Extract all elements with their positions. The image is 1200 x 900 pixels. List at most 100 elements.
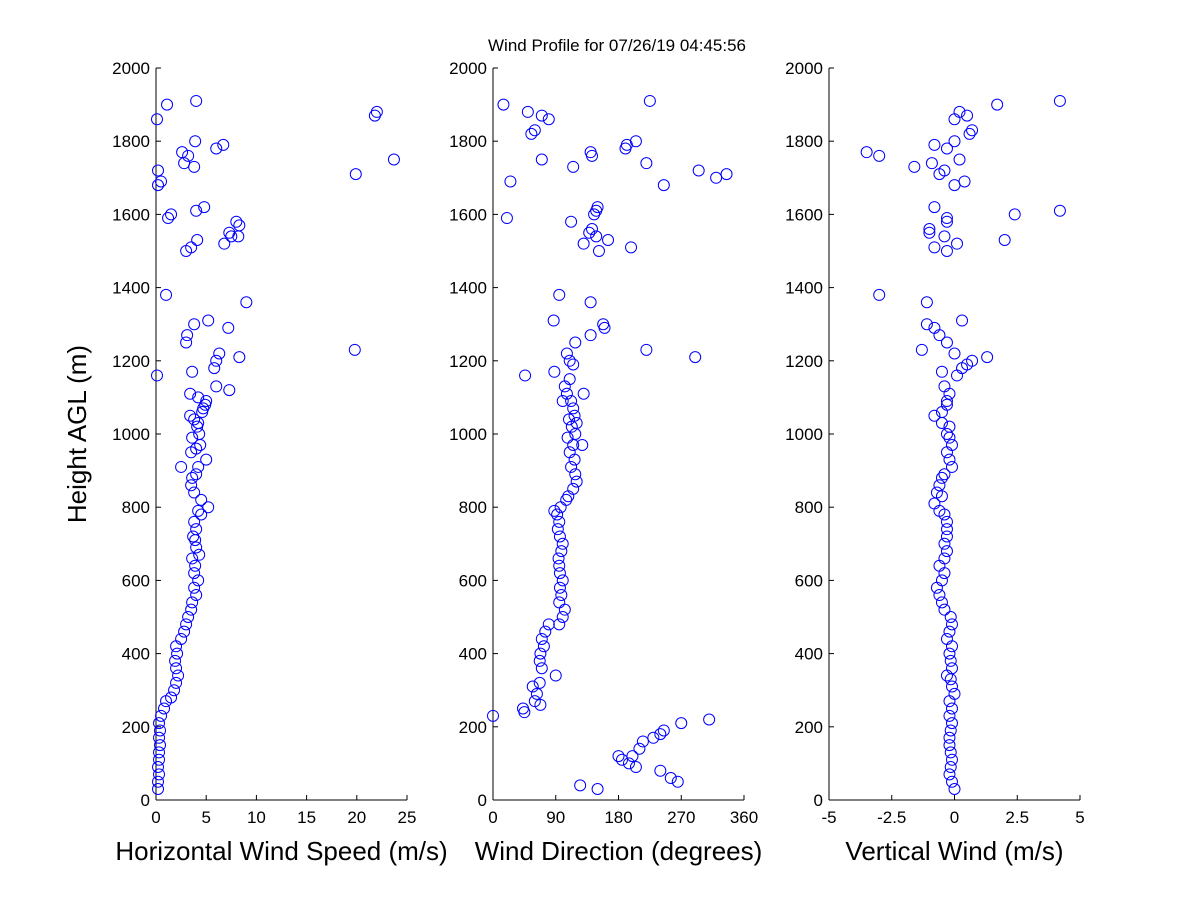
data-point	[953, 105, 966, 118]
data-point	[590, 230, 603, 243]
data-point	[548, 365, 561, 378]
data-point	[612, 750, 625, 763]
data-point	[945, 460, 958, 473]
data-point	[185, 603, 198, 616]
data-point	[943, 387, 956, 400]
y-tick-label: 1400	[785, 279, 823, 298]
data-point	[154, 739, 167, 752]
data-point	[720, 168, 733, 181]
y-tick-label: 200	[795, 718, 823, 737]
data-point	[222, 321, 235, 334]
data-point	[560, 347, 573, 360]
data-point	[553, 288, 566, 301]
data-point	[958, 175, 971, 188]
data-point	[553, 559, 566, 572]
data-point	[940, 398, 953, 411]
data-point	[940, 523, 953, 536]
data-point	[998, 234, 1011, 247]
data-point	[565, 420, 578, 433]
y-tick-label: 600	[459, 571, 487, 590]
data-point	[597, 318, 610, 331]
data-point	[553, 581, 566, 594]
data-point	[213, 347, 226, 360]
data-point	[534, 647, 547, 660]
x-tick-label: 0	[950, 808, 959, 827]
data-point	[542, 113, 555, 126]
data-point	[940, 515, 953, 528]
data-point	[151, 113, 164, 126]
data-point	[940, 530, 953, 543]
data-point	[948, 783, 961, 796]
data-point	[525, 127, 538, 140]
data-point	[554, 501, 567, 514]
y-tick-label: 400	[122, 645, 150, 664]
data-point	[576, 438, 589, 451]
data-point	[553, 567, 566, 580]
y-tick-label: 1800	[112, 132, 150, 151]
data-point	[223, 226, 236, 239]
data-point	[186, 431, 199, 444]
data-point	[640, 343, 653, 356]
data-point	[928, 409, 941, 422]
x-axis-label: Wind Direction (degrees)	[475, 836, 763, 866]
data-point	[860, 146, 873, 159]
data-point	[945, 662, 958, 675]
data-point	[940, 632, 953, 645]
data-point	[584, 329, 597, 342]
data-point	[158, 702, 171, 715]
y-tick-label: 1200	[112, 352, 150, 371]
data-point	[152, 775, 165, 788]
data-point	[991, 98, 1004, 111]
data-point	[592, 245, 605, 257]
data-point	[963, 127, 976, 140]
data-point	[948, 687, 961, 700]
data-point	[563, 354, 576, 367]
data-point	[153, 746, 166, 759]
data-point	[168, 684, 181, 697]
data-point	[188, 581, 201, 594]
data-point	[218, 237, 231, 250]
data-point	[943, 731, 956, 744]
data-point	[223, 384, 236, 397]
data-point	[190, 523, 203, 536]
data-point	[940, 446, 953, 459]
data-point	[190, 204, 203, 217]
y-tick-label: 1400	[449, 279, 487, 298]
data-point	[161, 98, 174, 111]
data-point	[657, 179, 670, 192]
data-point	[230, 215, 243, 228]
data-point	[186, 552, 199, 565]
y-tick-label: 1000	[112, 425, 150, 444]
data-point	[548, 504, 561, 517]
data-point	[944, 761, 957, 774]
y-tick-label: 1200	[449, 352, 487, 371]
data-point	[1053, 204, 1066, 217]
y-tick-label: 400	[795, 645, 823, 664]
data-point	[602, 234, 615, 247]
data-point	[549, 669, 562, 682]
y-tick-label: 1200	[785, 352, 823, 371]
data-point	[192, 391, 205, 404]
data-point	[152, 783, 165, 796]
data-point	[192, 504, 205, 517]
data-point	[654, 764, 667, 777]
data-point	[966, 124, 979, 137]
data-point	[516, 702, 529, 715]
data-point	[521, 105, 534, 118]
data-point	[169, 654, 182, 667]
data-point	[944, 724, 957, 737]
data-point	[200, 395, 213, 408]
data-point	[574, 779, 587, 792]
data-point	[190, 442, 203, 455]
data-point	[961, 109, 974, 122]
data-point	[153, 717, 166, 730]
data-point	[556, 395, 569, 408]
data-point	[565, 215, 578, 228]
x-tick-label: 0	[151, 808, 160, 827]
data-point	[202, 501, 215, 514]
data-point	[192, 574, 205, 587]
data-point	[553, 515, 566, 528]
data-point	[943, 420, 956, 433]
panel-horizontal-wind-speed: 0 200 400 600 800 1000 1200 1400 1600 1800 2000 0 5 1…	[62, 59, 448, 866]
data-point	[935, 596, 948, 609]
